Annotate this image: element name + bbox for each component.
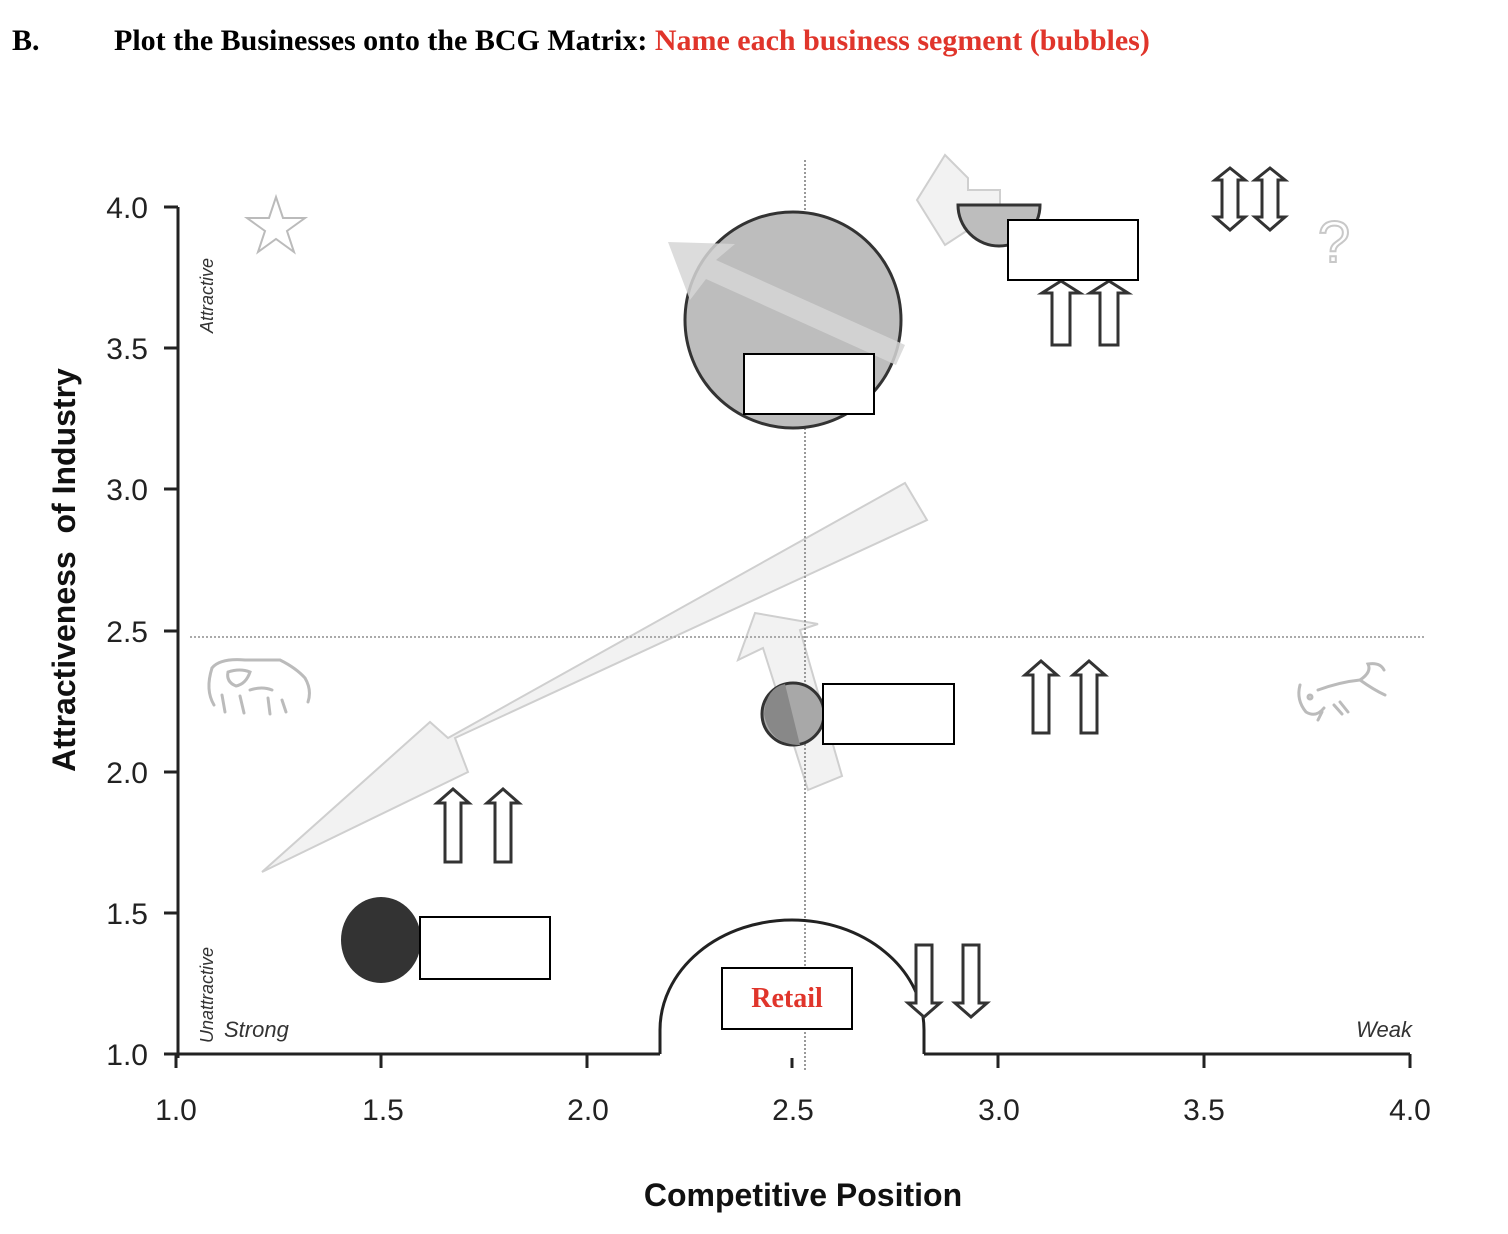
y-tick-label: 1.0 xyxy=(106,1039,148,1072)
x-axis xyxy=(174,1052,1412,1068)
section-letter: B. xyxy=(12,24,40,57)
dog-icon xyxy=(1297,662,1387,722)
x-tick-label: 2.0 xyxy=(567,1094,609,1127)
up-arrows-bottom-left xyxy=(433,787,523,864)
name-box-mid-bubble[interactable] xyxy=(822,683,955,745)
label-attractive: Attractive xyxy=(197,258,217,334)
x-tick-label: 2.5 xyxy=(772,1094,814,1127)
bubble-retail-outline[interactable] xyxy=(658,918,926,1054)
svg-text:?: ? xyxy=(1318,210,1350,275)
updown-arrows-top-right xyxy=(1210,166,1290,232)
x-tick-label: 1.0 xyxy=(155,1094,197,1127)
name-box-large-bubble[interactable] xyxy=(743,353,875,415)
y-tick-label: 2.0 xyxy=(106,757,148,790)
x-tick-label: 4.0 xyxy=(1389,1094,1431,1127)
page-heading: B. Plot the Businesses onto the BCG Matri… xyxy=(12,24,1150,58)
down-arrows-bottom xyxy=(904,943,991,1019)
star-icon xyxy=(243,193,309,255)
heading-instruction: Name each business segment (bubbles) xyxy=(654,24,1150,57)
y-tick-label: 2.5 xyxy=(106,616,148,649)
up-arrows-top-right xyxy=(1036,279,1134,347)
name-box-dark-bubble[interactable] xyxy=(419,916,551,980)
y-tick-label: 3.5 xyxy=(106,333,148,366)
x-tick-label: 3.5 xyxy=(1183,1094,1225,1127)
cow-icon xyxy=(207,658,311,716)
y-tick-label: 4.0 xyxy=(106,192,148,225)
bubble-dark-bottom-left[interactable] xyxy=(341,897,421,983)
x-tick-label: 1.5 xyxy=(362,1094,404,1127)
y-axis xyxy=(164,205,180,1058)
heading-title: Plot the Businesses onto the BCG Matrix: xyxy=(114,24,648,57)
y-tick-label: 3.0 xyxy=(106,474,148,507)
name-box-retail[interactable]: Retail xyxy=(721,967,853,1030)
y-axis-title: Attractiveness of Industry xyxy=(46,368,82,772)
up-arrows-bottom-right xyxy=(1021,659,1109,735)
question-mark-icon: ? xyxy=(1317,209,1351,276)
label-unattractive: Unattractive xyxy=(197,947,217,1043)
trend-arrow-down-left xyxy=(261,481,929,873)
x-tick-label: 3.0 xyxy=(978,1094,1020,1127)
y-tick-label: 1.5 xyxy=(106,898,148,931)
x-axis-title: Competitive Position xyxy=(644,1177,962,1213)
label-weak: Weak xyxy=(1356,1017,1413,1042)
name-box-top-right-bubble[interactable] xyxy=(1007,219,1139,281)
label-strong: Strong xyxy=(224,1017,290,1042)
bubble-mid-center[interactable] xyxy=(760,681,826,747)
